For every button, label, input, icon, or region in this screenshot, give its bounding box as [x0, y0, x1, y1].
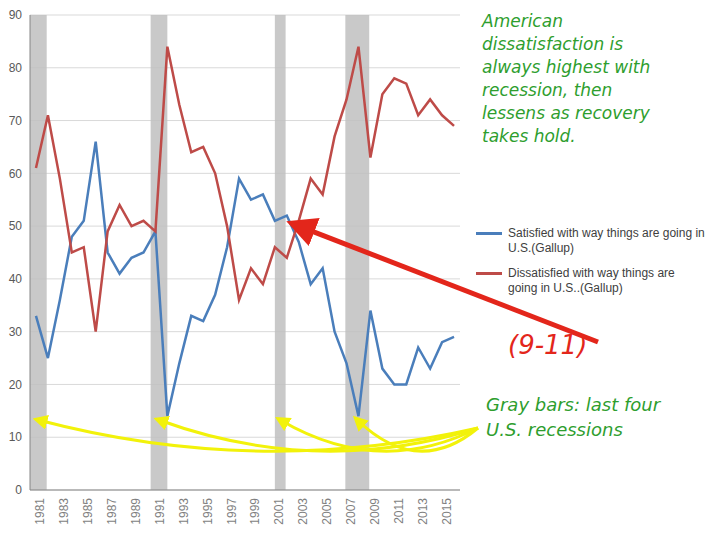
svg-text:2011: 2011 [392, 498, 406, 524]
html-text:takes hold.: takes hold. [482, 126, 576, 146]
svg-text:60: 60 [9, 167, 23, 181]
html-text:dissatisfaction is: dissatisfaction is [482, 34, 624, 54]
html-text:Satisfied with way things are: Satisfied with way things are going in U… [508, 226, 705, 255]
svg-text:50: 50 [9, 219, 23, 233]
svg-text:1999: 1999 [248, 498, 262, 525]
svg-text:1997: 1997 [225, 498, 239, 525]
svg-text:2007: 2007 [344, 498, 358, 525]
svg-text:10: 10 [9, 430, 23, 444]
svg-text:0: 0 [15, 483, 22, 497]
svg-text:1985: 1985 [81, 498, 95, 525]
svg-text:30: 30 [9, 325, 23, 339]
svg-text:1993: 1993 [177, 498, 191, 525]
svg-text:1989: 1989 [129, 498, 143, 525]
svg-text:1981: 1981 [33, 498, 47, 525]
svg-text:90: 90 [9, 8, 23, 22]
html-text:Dissatisfied with way things a: Dissatisfied with way things are going i… [508, 266, 675, 295]
html-text:American: American [482, 11, 563, 31]
svg-text:40: 40 [9, 272, 23, 286]
svg-text:2001: 2001 [272, 498, 286, 525]
svg-text:80: 80 [9, 61, 23, 75]
html-text:Gray bars: last four: Gray bars: last four [486, 394, 661, 415]
html-text:always highest with: always highest with [482, 57, 651, 77]
html-text:recession, then: recession, then [482, 80, 613, 100]
svg-text:1991: 1991 [153, 498, 167, 525]
svg-text:1983: 1983 [57, 498, 71, 525]
svg-text:2003: 2003 [296, 498, 310, 525]
html-text:lessens as recovery: lessens as recovery [482, 103, 650, 123]
svg-text:2005: 2005 [320, 498, 334, 525]
svg-text:1987: 1987 [105, 498, 119, 525]
svg-text:70: 70 [9, 114, 23, 128]
svg-text:2009: 2009 [368, 498, 382, 525]
html-text:(9-11): (9-11) [508, 330, 588, 360]
svg-text:1995: 1995 [201, 498, 215, 525]
svg-text:2015: 2015 [440, 498, 454, 525]
svg-text:20: 20 [9, 378, 23, 392]
svg-text:2013: 2013 [416, 498, 430, 525]
html-text:U.S. recessions: U.S. recessions [486, 419, 623, 440]
